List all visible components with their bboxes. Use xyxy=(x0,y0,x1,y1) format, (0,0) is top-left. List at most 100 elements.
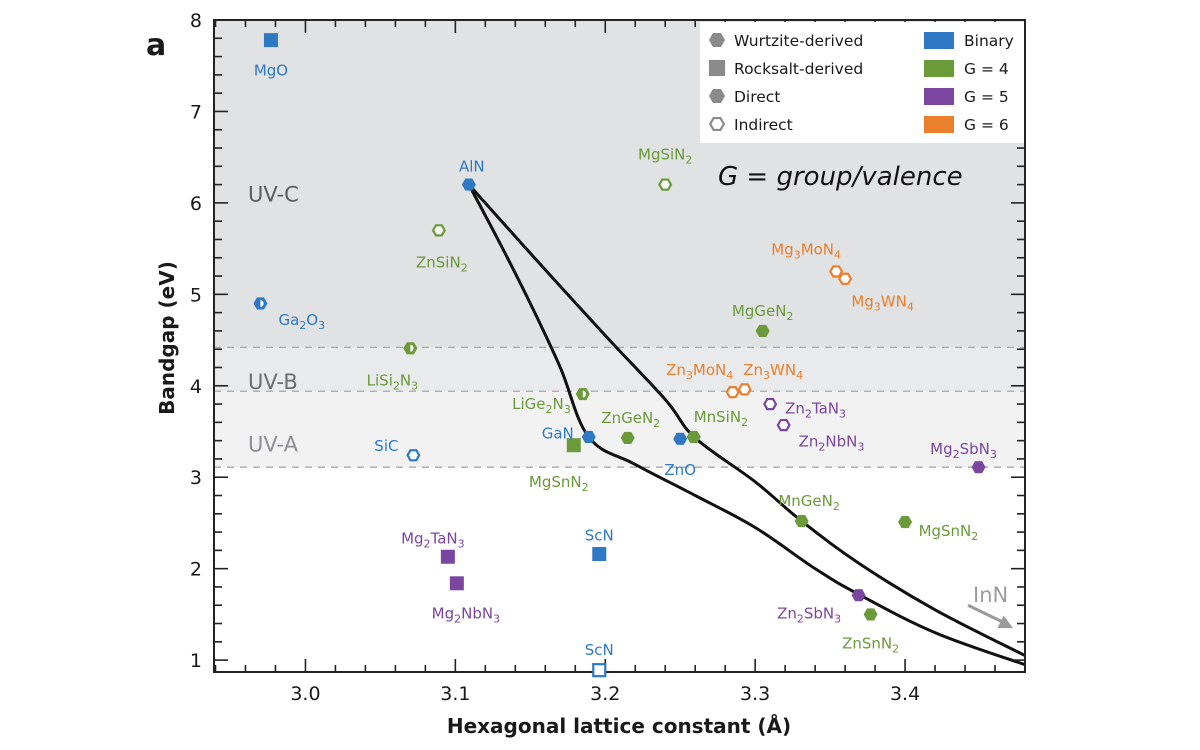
label-subscript: 3 xyxy=(411,379,418,392)
legend-item-wurtzite-derived: Wurtzite-derived xyxy=(708,32,863,50)
point-mg2nbn3-square-icon xyxy=(449,576,464,591)
point-label: Mg3​MoN4​ xyxy=(771,241,841,262)
plot-frame xyxy=(213,19,1026,673)
point-label: MgSiN2​ xyxy=(638,145,692,166)
legend-item-g-6: G = 6 xyxy=(924,116,1009,134)
x-tick-label: 3.4 xyxy=(890,683,920,705)
label-text: O xyxy=(306,311,318,329)
label-text: MgSnN xyxy=(529,473,582,491)
alloy-curve-upper xyxy=(467,183,1026,657)
legend-swatch-icon xyxy=(924,116,954,133)
data-points xyxy=(253,33,986,678)
point-lige2n3-hexagon-icon xyxy=(575,387,590,401)
label-text: MgO xyxy=(254,61,288,79)
inn-arrow-head-icon xyxy=(997,615,1014,629)
label-subscript: 2 xyxy=(454,612,461,625)
point-gan-hexagon-icon xyxy=(581,430,596,444)
label-text: MnGeN xyxy=(778,492,833,510)
label-text: ZnGeN xyxy=(601,409,653,427)
label-text: N xyxy=(553,395,564,413)
label-text: TaN xyxy=(430,529,458,547)
label-subscript: 3 xyxy=(763,369,770,382)
point-label: ZnO xyxy=(664,461,696,479)
legend-label: G = 4 xyxy=(964,60,1009,78)
label-text: Ga xyxy=(278,311,299,329)
half-fill-notch xyxy=(582,390,586,398)
point-zn2nbn3-hexagon-icon xyxy=(776,418,791,432)
point-zngen2-hexagon-icon xyxy=(620,431,635,444)
label-subscript: 2 xyxy=(461,261,468,274)
label-subscript: 2 xyxy=(818,441,825,454)
label-subscript: 2 xyxy=(833,500,840,513)
point-mgsnn2-square-icon xyxy=(566,438,581,453)
point-zn3wn4-hexagon-icon xyxy=(737,383,752,396)
legend-item-g-5: G = 5 xyxy=(924,88,1009,106)
legend-swatch-icon xyxy=(924,60,954,77)
y-tick-label: 3 xyxy=(190,467,202,489)
point-scn-square-icon xyxy=(592,547,607,562)
legend-item-rocksalt-derived: Rocksalt-derived xyxy=(708,59,863,78)
inn-indicator: InN xyxy=(967,583,1014,629)
point-mg2sbn3-hexagon-icon xyxy=(971,461,986,474)
point-label: MgGeN2​ xyxy=(732,302,794,323)
label-subscript: 2 xyxy=(741,416,748,429)
legend-label: G = 6 xyxy=(964,116,1009,134)
label-subscript: 3 xyxy=(834,612,841,625)
point-mgsin2-hexagon-icon xyxy=(658,178,673,191)
label-subscript: 2 xyxy=(393,379,400,392)
point-label: Zn2​NbN3​ xyxy=(799,433,865,454)
label-subscript: 3 xyxy=(990,448,997,461)
point-label: AlN xyxy=(459,157,485,175)
legend-item-direct: Direct xyxy=(708,88,780,106)
point-aln-hexagon-icon xyxy=(461,178,476,191)
label-text: AlN xyxy=(459,157,485,175)
label-subscript: 2 xyxy=(546,403,553,416)
y-tick-label: 1 xyxy=(190,650,202,672)
point-label: MgSnN2​ xyxy=(529,473,589,494)
label-subscript: 3 xyxy=(458,537,465,550)
point-zn3mon4-hexagon-icon xyxy=(725,386,740,399)
label-text: LiSi xyxy=(367,371,393,389)
label-text: Zn xyxy=(785,400,805,418)
point-label: MgO xyxy=(254,61,288,79)
legend-item-indirect: Indirect xyxy=(708,116,793,134)
label-text: Mg xyxy=(930,440,952,458)
point-label: MnSiN2​ xyxy=(694,408,748,429)
point-zn2tan3-hexagon-icon xyxy=(763,397,778,411)
inn-label: InN xyxy=(973,583,1008,607)
legend-label: Indirect xyxy=(734,116,793,134)
label-subscript: 4 xyxy=(834,249,841,262)
label-text: MoN xyxy=(801,241,834,259)
point-label: GaN xyxy=(542,424,574,442)
legend-square-icon xyxy=(708,59,726,77)
label-subscript: 4 xyxy=(796,369,803,382)
label-text: Mg xyxy=(401,529,423,547)
label-text: Mg xyxy=(432,604,454,622)
label-text: Zn xyxy=(743,361,763,379)
label-text: ZnO xyxy=(664,461,696,479)
point-label: Zn2​TaN3​ xyxy=(785,400,846,421)
label-subscript: 2 xyxy=(797,612,804,625)
label-text: MgSiN xyxy=(638,145,685,163)
label-text: Mg xyxy=(771,241,793,259)
legend-label: Direct xyxy=(734,88,780,106)
point-zno-hexagon-icon xyxy=(673,432,688,445)
label-subscript: 2 xyxy=(685,153,692,166)
point-scn-square-icon xyxy=(592,663,607,678)
band-uv-a xyxy=(214,391,1025,468)
legend-hexagon-icon xyxy=(708,89,726,103)
y-tick-label: 8 xyxy=(190,10,202,32)
point-label: ScN xyxy=(585,527,614,545)
legend-hexagon-icon xyxy=(708,116,726,132)
label-subscript: 3 xyxy=(794,249,801,262)
label-text: SbN xyxy=(804,604,834,622)
label-text: MgSnN xyxy=(919,522,972,540)
label-subscript: 3 xyxy=(318,319,325,332)
point-mg3mon4-hexagon-icon xyxy=(829,265,844,278)
panel-label: a xyxy=(146,28,166,63)
point-mg2tan3-square-icon xyxy=(440,549,455,564)
label-text: ZnSnN xyxy=(842,635,892,653)
point-znsin2-hexagon-icon xyxy=(431,224,446,237)
